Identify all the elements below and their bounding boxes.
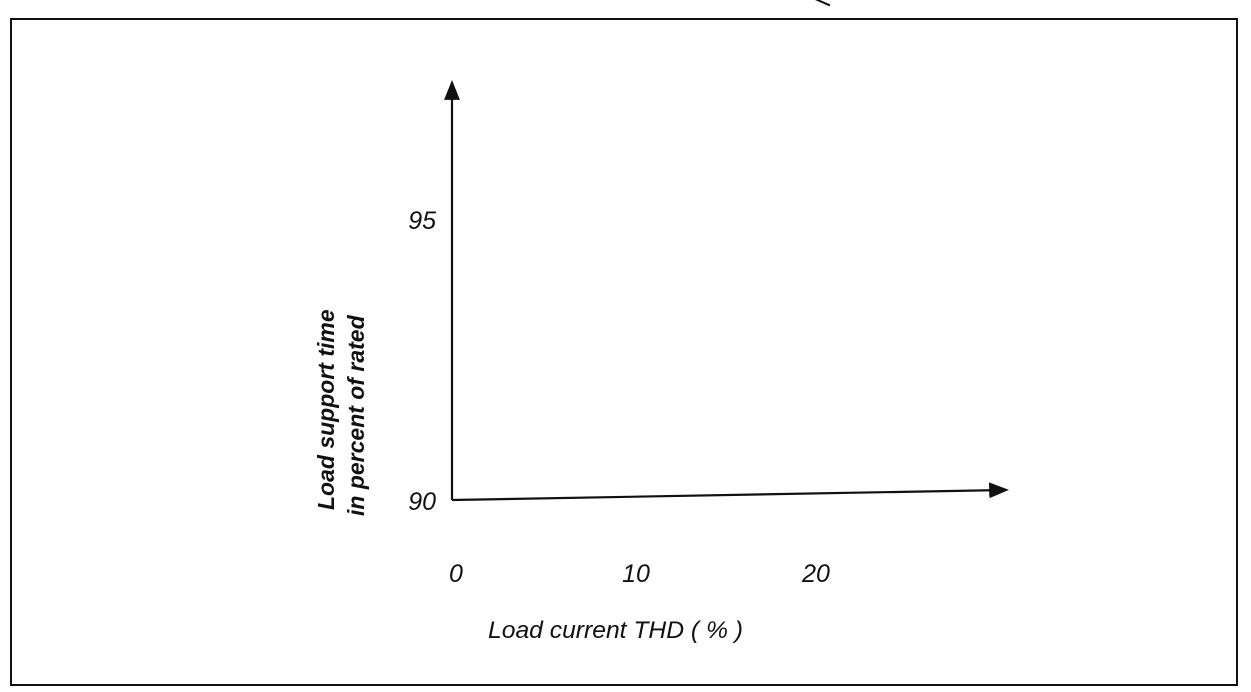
- series-layer: [815, 0, 831, 7]
- x-tick-label: 0: [449, 560, 463, 588]
- axis-labels: Load support time in percent of rated Lo…: [313, 309, 743, 644]
- x-axis-label: Load current THD ( % ): [488, 617, 743, 644]
- tick-labels: 010209095100: [408, 207, 830, 588]
- y-tick-label: 90: [408, 488, 436, 516]
- axes: [444, 80, 1009, 502]
- y-axis-label-line-2: in percent of rated: [343, 314, 369, 516]
- series-line: [815, 0, 831, 7]
- x-tick-label: 20: [801, 560, 830, 588]
- x-axis-line: [451, 482, 1009, 502]
- y-tick-label: 95: [408, 207, 436, 235]
- x-tick-label: 10: [622, 560, 650, 588]
- figure-frame: [10, 18, 1238, 686]
- y-axis-label-line-1: Load support time: [313, 309, 339, 510]
